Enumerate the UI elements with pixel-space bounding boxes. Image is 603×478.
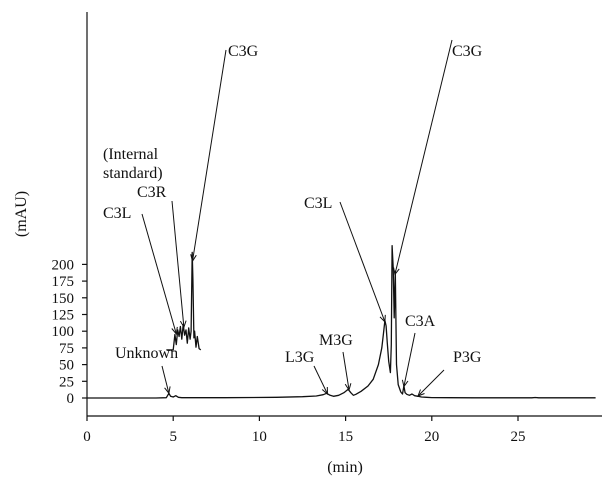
y-tick-label: 75 (59, 341, 74, 357)
y-tick-label: 0 (67, 391, 75, 407)
annotation-arrow (417, 369, 445, 397)
annotation-label: standard) (103, 165, 163, 182)
inset-trace (166, 251, 202, 351)
annotation-arrowhead (379, 314, 386, 323)
annotation-arrowhead (190, 254, 197, 263)
annotation-arrowhead (321, 386, 329, 396)
annotation-arrow (342, 351, 350, 391)
annotation-arrow (394, 39, 453, 275)
annotation-arrowhead (171, 326, 178, 336)
annotation-label: C3A (405, 313, 436, 330)
annotation-label: C3R (137, 184, 167, 201)
y-tick-label: 125 (52, 308, 75, 324)
y-tick-label: 100 (52, 324, 75, 340)
annotation-label: (Internal (103, 146, 159, 163)
annotation-arrow (171, 200, 185, 328)
annotation-arrow (141, 213, 177, 335)
annotation-arrow (403, 332, 416, 387)
y-tick-label: 150 (52, 291, 75, 307)
annotation-label: C3L (103, 205, 131, 222)
x-tick-label: 20 (424, 429, 439, 445)
y-tick-label: 25 (59, 374, 74, 390)
annotation-arrowhead (393, 267, 400, 276)
annotation-label: C3G (228, 43, 259, 60)
annotations: Unknown (Internal standard) C3R C3L C3G L3GM3G… (103, 39, 483, 397)
y-axis-title: (mAU) (13, 191, 30, 237)
x-tick-label: 25 (511, 429, 526, 445)
annotation-arrow (192, 49, 227, 262)
traces (87, 245, 596, 399)
annotation-arrow (313, 365, 328, 395)
annotation-label: M3G (319, 332, 353, 349)
y-tick-label: 50 (59, 358, 74, 374)
x-tick-label: 5 (169, 429, 177, 445)
annotation-label: Unknown (115, 345, 178, 362)
annotation-arrowhead (164, 386, 171, 395)
annotation-label: C3L (304, 195, 332, 212)
x-tick-label: 0 (83, 429, 91, 445)
annotation-arrowhead (179, 320, 187, 329)
annotation-arrowhead (417, 389, 425, 397)
x-tick-label: 15 (338, 429, 353, 445)
annotation-label: C3G (452, 43, 483, 60)
y-tick-label: 175 (52, 274, 75, 290)
annotation-arrow (161, 365, 170, 394)
y-tick-label: 200 (52, 257, 75, 273)
chromatogram-trace (87, 245, 596, 399)
x-tick-label: 10 (252, 429, 267, 445)
annotation-arrowhead (401, 379, 409, 388)
x-axis-title: (min) (327, 459, 363, 476)
annotation-label: L3G (285, 349, 315, 366)
annotation-arrowhead (344, 383, 352, 392)
annotation-arrow (339, 201, 386, 323)
annotation-label: P3G (453, 349, 482, 366)
